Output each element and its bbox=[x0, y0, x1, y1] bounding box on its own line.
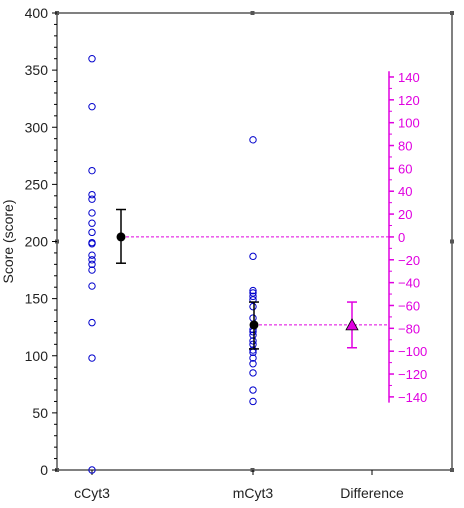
data-point bbox=[249, 397, 257, 406]
data-point bbox=[88, 238, 96, 247]
data-point bbox=[249, 136, 257, 144]
data-point bbox=[88, 209, 96, 217]
data-point bbox=[88, 228, 96, 237]
secondary-y-tick-label: 120 bbox=[398, 93, 420, 108]
y-tick-label: 100 bbox=[25, 348, 49, 364]
data-point bbox=[88, 251, 96, 259]
data-point bbox=[249, 314, 257, 322]
data-point bbox=[88, 256, 96, 264]
y-tick-label: 200 bbox=[25, 234, 49, 250]
data-point bbox=[249, 337, 257, 345]
data-point bbox=[88, 166, 96, 175]
mean-point bbox=[249, 320, 259, 330]
secondary-y-tick-label: −40 bbox=[398, 276, 420, 291]
data-point bbox=[249, 252, 257, 261]
data-point bbox=[249, 369, 257, 377]
data-point bbox=[88, 102, 96, 111]
plot-frame bbox=[56, 12, 453, 471]
y-axis-label: Score (score) bbox=[0, 199, 16, 283]
secondary-y-tick-label: −100 bbox=[398, 344, 427, 359]
secondary-y-tick-label: 60 bbox=[398, 161, 412, 176]
data-point bbox=[249, 302, 257, 311]
secondary-y-tick-label: 140 bbox=[398, 70, 420, 85]
data-point bbox=[88, 354, 96, 362]
data-point bbox=[249, 292, 257, 301]
data-point bbox=[88, 55, 96, 63]
y-tick-label: 250 bbox=[25, 176, 49, 192]
secondary-y-tick-label: −140 bbox=[398, 390, 427, 405]
data-point bbox=[249, 386, 257, 394]
data-point bbox=[88, 466, 96, 474]
frame-handle bbox=[450, 468, 454, 472]
y-tick-label: 400 bbox=[25, 5, 49, 21]
y-tick-label: 150 bbox=[25, 291, 49, 307]
data-point bbox=[88, 318, 96, 327]
secondary-y-tick-label: 0 bbox=[398, 230, 405, 245]
data-point bbox=[88, 282, 96, 290]
secondary-y-tick-label: −20 bbox=[398, 253, 420, 268]
data-point bbox=[88, 195, 96, 203]
data-point bbox=[249, 346, 257, 354]
data-point bbox=[88, 266, 96, 274]
frame-handle bbox=[450, 11, 454, 15]
y-tick-label: 350 bbox=[25, 62, 49, 78]
secondary-y-tick-label: −120 bbox=[398, 367, 427, 382]
x-tick-label: cCyt3 bbox=[74, 485, 110, 501]
data-point bbox=[249, 340, 257, 349]
secondary-y-tick-label: −60 bbox=[398, 298, 420, 313]
frame-handle bbox=[250, 11, 255, 15]
frame-handle bbox=[450, 239, 454, 244]
y-tick-label: 0 bbox=[40, 462, 48, 478]
secondary-y-tick-label: −80 bbox=[398, 321, 420, 336]
y-tick-label: 300 bbox=[25, 119, 49, 135]
data-point bbox=[88, 219, 96, 227]
data-point bbox=[249, 354, 257, 362]
y-tick-label: 50 bbox=[32, 405, 48, 421]
data-point bbox=[88, 260, 96, 269]
secondary-y-tick-label: 20 bbox=[398, 207, 412, 222]
secondary-y-tick-label: 40 bbox=[398, 184, 412, 199]
data-point bbox=[249, 286, 257, 295]
x-tick-label: Difference bbox=[340, 485, 404, 501]
secondary-y-tick-label: 100 bbox=[398, 116, 420, 131]
difference-marker bbox=[345, 318, 359, 331]
data-point bbox=[88, 190, 96, 199]
mean-point bbox=[116, 232, 126, 242]
data-point bbox=[249, 331, 257, 339]
data-point bbox=[249, 289, 257, 297]
secondary-y-tick-label: 80 bbox=[398, 139, 412, 154]
data-point bbox=[249, 360, 257, 368]
x-tick-label: mCyt3 bbox=[233, 485, 274, 501]
